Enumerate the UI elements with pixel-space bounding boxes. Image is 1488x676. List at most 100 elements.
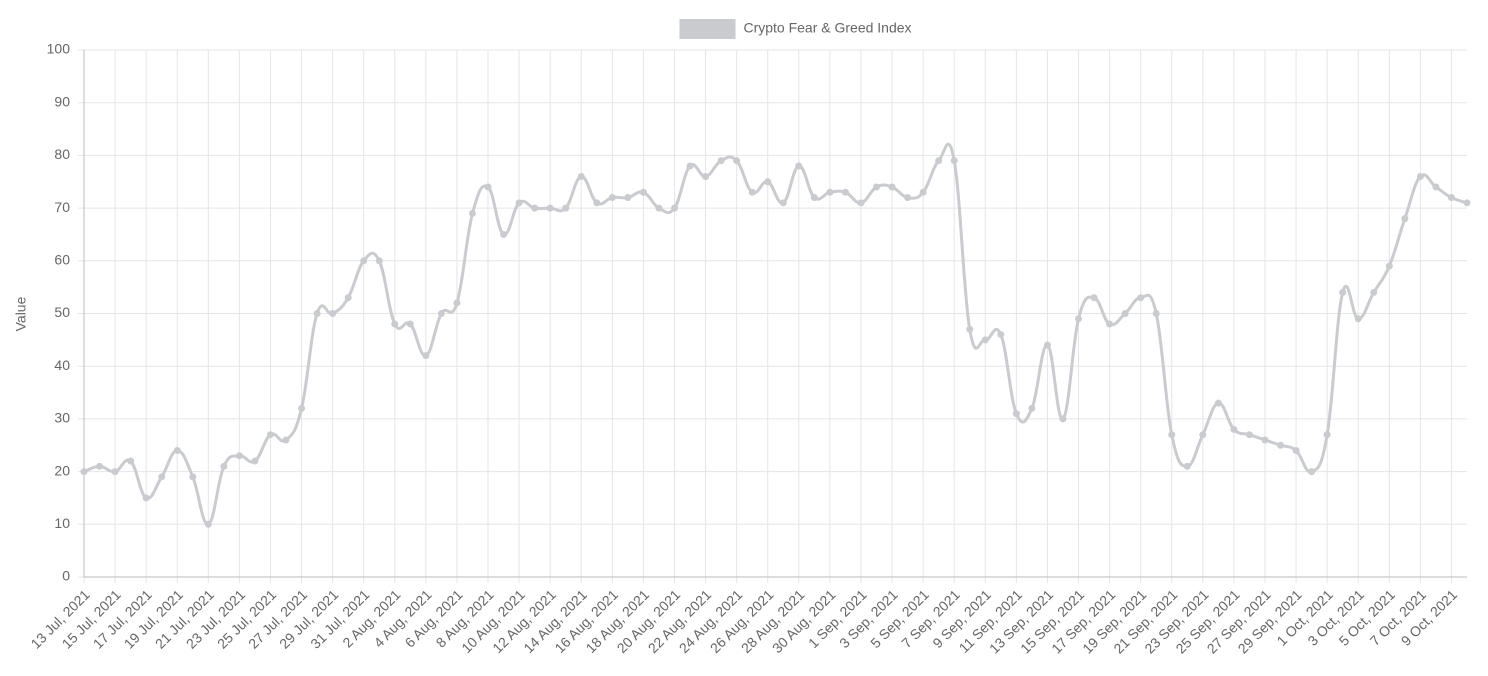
- y-tick-label: 80: [54, 146, 70, 162]
- y-axis-label: Value: [13, 296, 29, 331]
- point: [1137, 294, 1145, 302]
- point: [406, 320, 414, 328]
- point: [841, 188, 849, 196]
- point: [1152, 310, 1160, 317]
- y-tick-label: 70: [54, 199, 70, 215]
- y-tick-label: 10: [54, 515, 70, 531]
- point: [282, 436, 290, 444]
- point: [111, 468, 119, 476]
- point: [748, 188, 756, 196]
- point: [655, 204, 663, 212]
- point: [1028, 404, 1036, 412]
- point: [997, 331, 1005, 339]
- point: [1199, 431, 1207, 439]
- point: [1292, 447, 1300, 455]
- point: [857, 199, 865, 207]
- point: [1090, 294, 1098, 302]
- point: [1075, 315, 1083, 323]
- point: [422, 352, 430, 360]
- point: [173, 447, 181, 455]
- point: [220, 462, 228, 470]
- point: [624, 194, 632, 202]
- point: [375, 257, 383, 265]
- legend-label: Crypto Fear & Greed Index: [743, 20, 911, 36]
- point: [96, 462, 104, 470]
- y-tick-label: 40: [54, 357, 70, 373]
- point: [235, 452, 243, 460]
- point: [717, 157, 725, 165]
- point: [453, 299, 461, 307]
- point: [80, 468, 88, 476]
- point: [1416, 172, 1424, 180]
- point: [344, 294, 352, 302]
- point: [733, 157, 741, 165]
- y-tick-label: 90: [54, 93, 70, 109]
- point: [966, 325, 974, 333]
- point: [484, 183, 492, 191]
- point: [189, 473, 197, 481]
- point: [546, 204, 554, 212]
- point: [158, 473, 166, 481]
- point: [981, 336, 989, 344]
- point: [1214, 399, 1222, 407]
- point: [1323, 431, 1331, 439]
- point: [795, 162, 803, 170]
- point: [1385, 262, 1393, 270]
- point: [1339, 288, 1347, 296]
- point: [1308, 468, 1316, 476]
- point: [1401, 215, 1409, 223]
- point: [593, 199, 601, 207]
- line: [83, 142, 1468, 526]
- point: [1370, 288, 1378, 296]
- point: [1245, 431, 1253, 439]
- point: [251, 457, 259, 465]
- point: [1106, 320, 1114, 328]
- point: [1432, 183, 1440, 191]
- point: [1059, 415, 1067, 423]
- point: [391, 320, 399, 328]
- point: [779, 199, 787, 207]
- point: [329, 310, 337, 317]
- point: [904, 194, 912, 202]
- point: [608, 194, 616, 202]
- point: [1447, 194, 1455, 202]
- legend-swatch: [679, 19, 736, 39]
- point: [562, 204, 570, 212]
- point: [1168, 431, 1176, 439]
- point: [577, 172, 585, 180]
- point: [935, 157, 943, 165]
- point: [826, 188, 834, 196]
- point: [950, 157, 958, 165]
- y-tick-label: 20: [54, 462, 70, 478]
- point: [531, 204, 539, 212]
- point: [1183, 462, 1191, 470]
- point: [515, 199, 523, 207]
- y-tick-label: 60: [54, 252, 70, 268]
- point: [764, 178, 772, 186]
- point: [1121, 310, 1129, 317]
- point: [1463, 199, 1471, 207]
- point: [127, 457, 135, 465]
- point: [500, 230, 508, 238]
- point: [702, 172, 710, 180]
- y-tick-label: 100: [47, 41, 71, 57]
- point: [670, 204, 678, 212]
- point: [266, 431, 274, 439]
- point: [360, 257, 368, 265]
- point: [919, 188, 927, 196]
- point: [1277, 441, 1285, 449]
- point: [686, 162, 694, 170]
- point: [1230, 425, 1238, 433]
- point: [313, 310, 321, 317]
- y-tick-label: 0: [62, 568, 70, 584]
- point: [639, 188, 647, 196]
- y-tick-label: 30: [54, 410, 70, 426]
- point: [888, 183, 896, 191]
- point: [1012, 410, 1020, 418]
- point: [437, 310, 445, 317]
- point: [1261, 436, 1269, 444]
- point: [1043, 341, 1051, 349]
- point: [468, 209, 476, 217]
